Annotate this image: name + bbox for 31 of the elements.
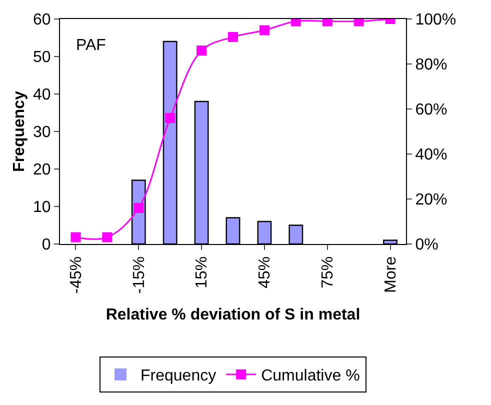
y-tick-label: 20 bbox=[33, 162, 51, 179]
y-tick-label: 10 bbox=[33, 199, 51, 216]
point bbox=[70, 232, 81, 242]
point bbox=[165, 113, 176, 123]
x-tick-label: -45% bbox=[68, 256, 85, 294]
x-tick-label: 45% bbox=[256, 256, 274, 288]
y2-tick-label: 40% bbox=[415, 146, 448, 164]
point bbox=[134, 203, 144, 213]
point bbox=[259, 25, 270, 36]
legend-label: Cumulative % bbox=[261, 368, 360, 385]
x-tick-label: 15% bbox=[194, 256, 211, 288]
x-axis-title: Relative % deviation of S in metal bbox=[106, 306, 360, 324]
x-tick-label: More bbox=[382, 256, 400, 293]
legend-label: Frequency bbox=[140, 368, 216, 385]
point bbox=[102, 232, 112, 242]
y2-tick-label: 100% bbox=[415, 12, 456, 29]
annotation: PAF bbox=[76, 37, 106, 54]
y2-tick-label: 20% bbox=[415, 192, 448, 209]
y2-tick-label: 60% bbox=[415, 102, 448, 119]
x-tick-label: 75% bbox=[320, 256, 337, 288]
y-tick-label: 60 bbox=[33, 12, 51, 29]
x-tick-label: -15% bbox=[130, 256, 148, 294]
point bbox=[228, 32, 238, 42]
y-axis-title: Frequency bbox=[10, 90, 28, 172]
y2-tick-label: 80% bbox=[415, 56, 448, 74]
y-tick-label: 30 bbox=[33, 124, 51, 142]
y-tick-label: 0 bbox=[42, 236, 51, 254]
y2-tick-label: 0% bbox=[415, 236, 438, 254]
y-tick-label: 50 bbox=[33, 49, 51, 66]
point bbox=[196, 46, 207, 56]
y-tick-label: 40 bbox=[33, 86, 51, 104]
